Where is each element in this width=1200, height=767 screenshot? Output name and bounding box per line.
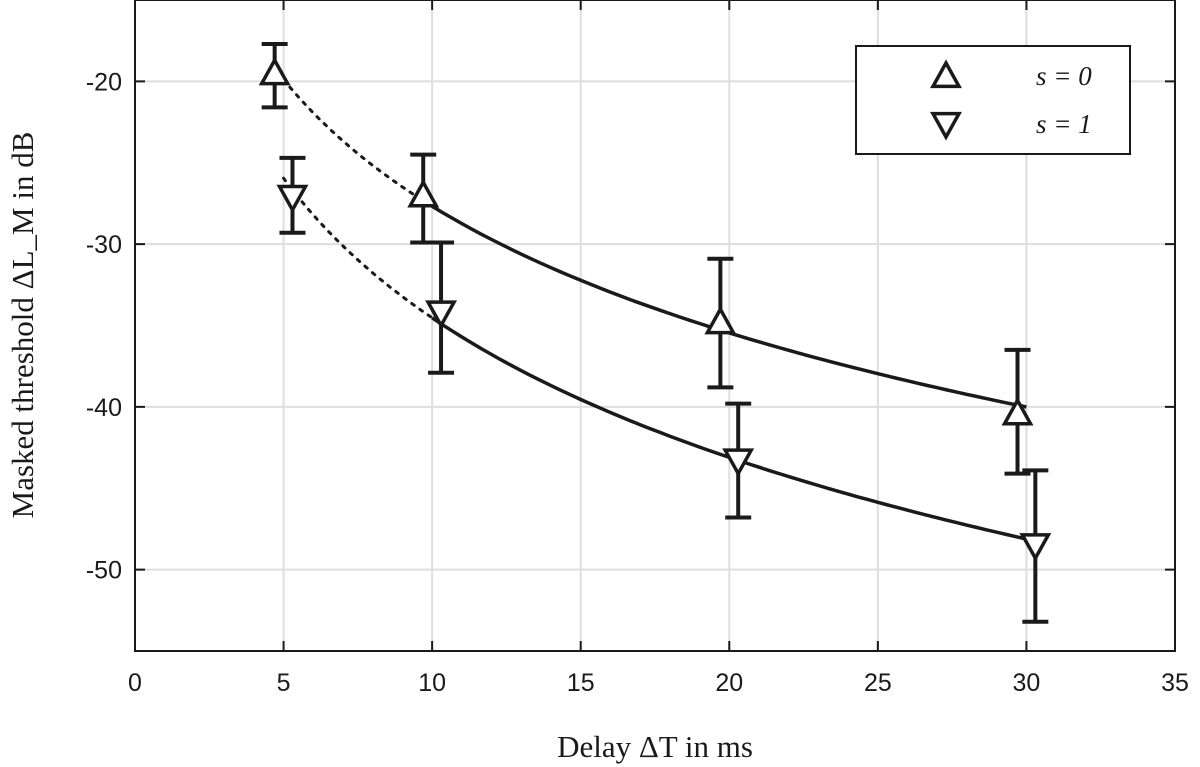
- legend-label: s = 0: [1036, 61, 1092, 91]
- legend: s = 0 s = 1: [855, 45, 1131, 155]
- legend-marker-triangle-down: [930, 111, 962, 141]
- y-tick-label: -50: [86, 557, 122, 585]
- x-tick-label: 0: [128, 669, 142, 697]
- data-point-triangle-down: [1019, 533, 1052, 562]
- data-point-triangle-up: [1001, 396, 1034, 426]
- y-tick-label: -20: [86, 68, 122, 96]
- data-point-triangle-up: [704, 305, 737, 335]
- x-tick-label: 25: [864, 669, 892, 697]
- legend-box: [855, 45, 1131, 155]
- x-tick-label: 10: [418, 669, 446, 697]
- data-point-triangle-up: [407, 178, 440, 208]
- x-tick-label: 20: [715, 669, 743, 697]
- x-tick-label: 35: [1161, 669, 1189, 697]
- y-axis-label: Masked threshold ΔL_M in dB: [5, 132, 40, 519]
- y-tick-label: -40: [86, 394, 122, 422]
- plot-frame: [134, 0, 1176, 652]
- data-point-triangle-up: [258, 56, 291, 86]
- data-point-triangle-down: [276, 184, 309, 214]
- x-tick-label: 15: [567, 669, 595, 697]
- legend-marker-triangle-up: [930, 59, 962, 89]
- ticks: 0 5 10 15 20 25 30 35 -20 -30 -40 -50: [86, 0, 1189, 697]
- legend-label: s = 1: [1036, 109, 1092, 139]
- x-axis-label: Delay ΔT in ms: [557, 729, 753, 764]
- x-tick-label: 5: [277, 669, 291, 697]
- y-tick-label: -30: [86, 231, 122, 259]
- x-tick-label: 30: [1013, 669, 1041, 697]
- markers: [258, 56, 1052, 562]
- data-point-triangle-down: [425, 300, 458, 330]
- fit-curve-dotted: [282, 176, 434, 320]
- data-point-triangle-down: [722, 448, 755, 478]
